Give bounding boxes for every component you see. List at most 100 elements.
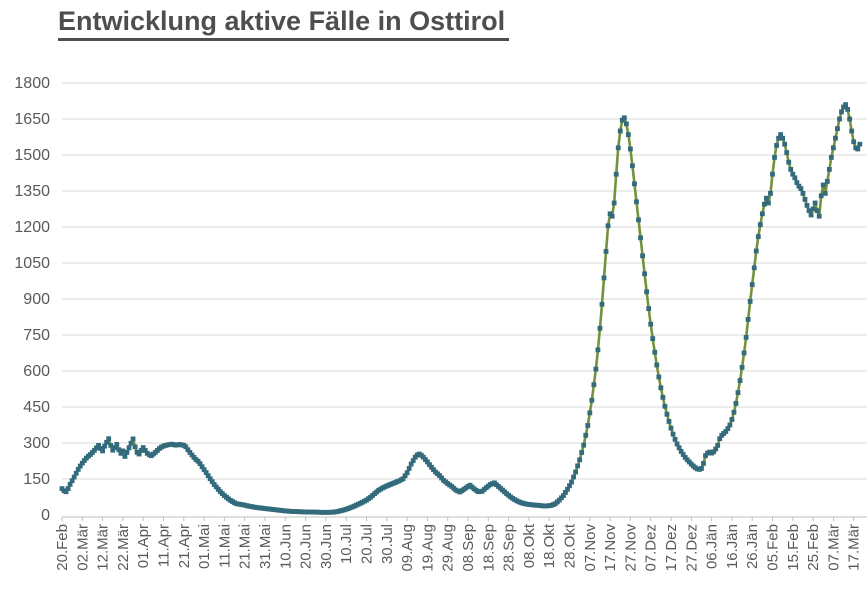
data-point-marker <box>790 171 796 177</box>
data-point-marker <box>843 102 848 107</box>
y-tick-label: 300 <box>23 435 50 452</box>
data-point-marker <box>676 445 682 451</box>
data-point-marker <box>628 146 633 152</box>
data-point-marker <box>183 444 189 450</box>
data-point-marker <box>577 457 583 463</box>
data-point-marker <box>213 484 219 490</box>
data-point-marker <box>824 179 830 184</box>
data-point-marker <box>205 473 211 479</box>
x-tick-label: 07.Dez <box>643 524 660 572</box>
data-point-marker <box>581 442 587 448</box>
data-point-marker <box>753 248 759 254</box>
x-tick-label: 18.Okt <box>541 523 558 568</box>
data-point-marker <box>599 301 605 307</box>
data-point-marker <box>668 425 674 431</box>
data-point-marker <box>849 128 855 134</box>
data-point-marker <box>601 275 607 281</box>
data-point-marker <box>209 479 215 485</box>
x-tick-label: 31.Mai <box>257 524 274 569</box>
data-point-marker <box>642 271 648 277</box>
data-point-marker <box>603 249 609 254</box>
data-point-marker <box>565 486 570 492</box>
data-point-marker <box>595 347 601 353</box>
data-point-marker <box>597 325 603 331</box>
data-point-marker <box>632 181 637 187</box>
x-tick-label: 02.Mär <box>74 524 91 571</box>
data-point-marker <box>130 436 136 442</box>
data-point-marker <box>587 410 593 416</box>
x-tick-label: 27.Dez <box>683 524 700 572</box>
data-point-marker <box>764 195 769 201</box>
data-point-marker <box>798 186 804 191</box>
data-point-marker <box>727 422 733 428</box>
data-point-marker <box>638 235 643 241</box>
data-point-marker <box>116 447 122 453</box>
data-point-marker <box>197 461 203 467</box>
data-point-marker <box>837 116 842 122</box>
data-point-marker <box>402 473 408 479</box>
data-point-marker <box>731 409 737 415</box>
data-point-marker <box>804 203 810 208</box>
y-tick-label: 600 <box>23 363 50 380</box>
data-point-marker <box>187 449 193 455</box>
data-point-marker <box>845 107 851 112</box>
data-point-marker <box>835 126 840 131</box>
data-point-marker <box>630 163 635 169</box>
data-point-marker <box>816 213 822 219</box>
data-point-marker <box>617 128 623 134</box>
data-point-marker <box>658 385 664 391</box>
data-point-marker <box>802 197 808 202</box>
data-point-marker <box>772 155 777 160</box>
data-point-marker <box>611 200 617 206</box>
gridlines <box>62 82 867 480</box>
x-tick-label: 08.Okt <box>521 523 538 568</box>
data-point-marker <box>833 135 838 141</box>
x-tick-label: 17.Nov <box>602 524 619 572</box>
data-point-marker <box>77 463 83 469</box>
data-point-marker <box>737 378 743 383</box>
data-point-marker <box>743 335 749 340</box>
data-point-marker <box>770 171 775 177</box>
data-point-marker <box>857 141 863 147</box>
data-point-marker <box>701 461 706 466</box>
x-tick-label: 17.Mär <box>846 524 863 571</box>
x-tick-label: 25.Feb <box>805 524 822 571</box>
data-point-marker <box>623 121 629 127</box>
data-point-marker <box>672 437 678 442</box>
data-point-marker <box>680 452 686 457</box>
data-point-marker <box>425 459 430 465</box>
data-point-marker <box>646 306 652 311</box>
x-tick-label: 28.Okt <box>562 523 579 568</box>
data-point-marker <box>561 493 566 498</box>
x-tick-label: 09.Aug <box>399 524 416 572</box>
x-tick-label: 30.Jun <box>318 524 335 569</box>
data-point-marker <box>621 115 627 121</box>
data-point-marker <box>607 211 613 217</box>
data-point-marker <box>110 447 116 453</box>
x-tick-label: 18.Sep <box>480 524 497 572</box>
data-point-marker <box>780 135 786 141</box>
y-tick-label: 1350 <box>14 183 50 200</box>
data-point-marker <box>674 441 680 447</box>
data-point-marker <box>759 211 765 217</box>
data-point-marker <box>185 447 191 453</box>
y-axis-labels: 0 150 300 450 600 750 900 1050 1200 1350 1500 1650 1… <box>14 75 50 524</box>
data-point-marker <box>122 454 128 459</box>
data-point-marker <box>741 350 747 356</box>
data-point-marker <box>670 431 676 437</box>
data-point-marker <box>812 200 818 206</box>
data-point-marker <box>745 317 751 322</box>
chart-title: Entwicklung aktive Fälle in Osttirol <box>58 6 510 41</box>
data-point-marker <box>437 473 442 479</box>
data-point-marker <box>828 155 834 160</box>
y-tick-label: 1650 <box>14 111 50 128</box>
data-point-marker <box>67 481 73 487</box>
series-markers <box>59 102 863 515</box>
data-point-marker <box>703 453 708 459</box>
data-point-marker <box>118 450 124 456</box>
y-tick-label: 750 <box>23 327 50 344</box>
y-tick-label: 900 <box>23 291 50 308</box>
data-point-marker <box>575 463 581 469</box>
x-tick-label: 28.Sep <box>501 524 518 572</box>
